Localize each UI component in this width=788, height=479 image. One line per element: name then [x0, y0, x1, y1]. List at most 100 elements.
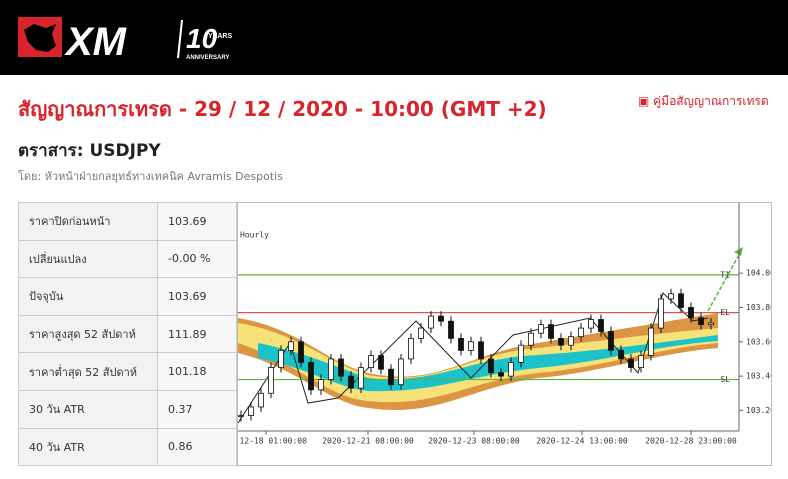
candle-body	[628, 358, 634, 368]
candle-body	[468, 341, 474, 351]
x-tick-label: 2020-12-21 08:00:00	[322, 437, 414, 446]
table-row: ราคาต่ำสุด 52 สัปดาห์ 101.18	[18, 352, 237, 391]
table-row: ราคาปิดก่อนหน้า 103.69	[18, 202, 237, 241]
guide-link-text[interactable]: คู่มือสัญญาณการเทรด	[653, 94, 769, 108]
candle-body	[368, 355, 374, 368]
y-tick-label: 104.00	[746, 269, 772, 278]
stats-table: ราคาปิดก่อนหน้า 103.69 เปลี่ยนแปลง -0.00 % ป…	[18, 202, 237, 467]
candle-body	[568, 336, 574, 346]
candle-body	[378, 355, 384, 370]
y-tick-label: 103.40	[746, 372, 772, 381]
candle-body	[338, 358, 344, 377]
target-arrow	[707, 252, 741, 312]
candle-body	[458, 337, 464, 351]
candle-body	[388, 368, 394, 386]
page-title: สัญญาณการเทรด - 29 / 12 / 2020 - 10:00 (…	[18, 97, 547, 121]
table-row: 30 วัน ATR 0.37	[18, 389, 237, 429]
candle-body	[478, 341, 484, 360]
candle-body	[318, 379, 324, 391]
band-inner	[258, 335, 718, 392]
candle-body	[648, 327, 654, 356]
stat-label: ปัจจุบัน	[18, 277, 158, 316]
logo-icon	[24, 24, 56, 52]
candle-body	[408, 337, 414, 360]
candle-body	[558, 337, 564, 346]
logo: XM 10 YEARS ANNIVERSARY	[18, 17, 232, 64]
stat-value: 0.86	[157, 427, 237, 467]
candle-body	[248, 406, 254, 416]
candle-body	[268, 367, 274, 394]
candle-body	[328, 358, 334, 380]
y-tick-label: 103.60	[746, 337, 772, 346]
candle-body	[538, 324, 544, 334]
candle-body	[518, 344, 524, 363]
candle-body	[658, 298, 664, 329]
price-chart: Hourly T1 EL SL 104.00 103.80 103.60 103.40 103…	[237, 202, 772, 466]
candle-body	[688, 307, 694, 319]
candle-body	[708, 322, 714, 326]
candle-body	[278, 349, 284, 368]
candle-body	[668, 293, 674, 300]
candle-body	[258, 392, 264, 408]
anniversary-years: YEARS	[208, 33, 232, 40]
candle-body	[528, 332, 534, 346]
level-label: T1	[720, 270, 730, 279]
y-tick-label: 103.20	[746, 406, 772, 415]
stat-value: 101.18	[157, 352, 237, 391]
candle-body	[588, 319, 594, 329]
stat-value: 111.89	[157, 314, 237, 354]
candle-body	[448, 320, 454, 339]
candle-body	[508, 361, 514, 377]
instrument: ตราสาร: USDJPY	[18, 141, 161, 161]
candle-body	[618, 349, 624, 360]
x-tick-label: 2020-12-24 13:00:00	[536, 437, 628, 446]
candle-body	[348, 375, 354, 389]
stat-value: 103.69	[157, 202, 237, 241]
stat-value: 0.37	[157, 389, 237, 429]
anniversary-number: 10	[186, 23, 218, 54]
stat-value: -0.00 %	[157, 239, 237, 279]
level-label: SL	[720, 375, 730, 384]
candle-body	[358, 367, 364, 389]
candle-body	[678, 293, 684, 308]
candle-body	[548, 324, 554, 339]
logo-text: XM	[64, 20, 128, 64]
guide-link[interactable]: ▣ คู่มือสัญญาณการเทรด	[638, 94, 769, 108]
anniversary-label: ANNIVERSARY	[186, 55, 229, 61]
author: โดย: หัวหน้าฝ่ายกลยุทธ์ทางเทคนิค Avramis…	[18, 170, 283, 183]
stat-label: ราคาต่ำสุด 52 สัปดาห์	[18, 352, 158, 391]
candle-body	[578, 327, 584, 338]
y-tick-label: 103.80	[746, 303, 772, 312]
header: XM 10 YEARS ANNIVERSARY	[0, 0, 788, 75]
candle-body	[608, 331, 614, 351]
stat-value: 103.69	[157, 277, 237, 316]
candle-body	[598, 319, 604, 332]
candle-body	[488, 358, 494, 374]
candle-body	[238, 415, 244, 417]
candle-body	[288, 341, 294, 351]
candle-body	[418, 327, 424, 339]
candle-body	[398, 358, 404, 386]
candle-body	[438, 315, 444, 322]
candle-body	[308, 361, 314, 391]
zigzag	[238, 292, 709, 424]
table-row: เปลี่ยนแปลง -0.00 %	[18, 239, 237, 279]
timeframe-label: Hourly	[240, 231, 269, 240]
candle-body	[298, 341, 304, 363]
x-tick-label: 2020-12-28 23:00:00	[645, 437, 737, 446]
table-row: ราคาสูงสุด 52 สัปดาห์ 111.89	[18, 314, 237, 354]
stat-label: 40 วัน ATR	[18, 427, 158, 467]
stat-label: ราคาปิดก่อนหน้า	[18, 202, 158, 241]
level-label: EL	[720, 308, 730, 317]
logo-divider	[177, 19, 183, 59]
x-tick-label: 2020-12-23 08:00:00	[428, 437, 520, 446]
x-tick-label: 20-12-18 01:00:00	[237, 437, 307, 446]
stat-label: ราคาสูงสุด 52 สัปดาห์	[18, 314, 158, 354]
stat-label: 30 วัน ATR	[18, 389, 158, 429]
table-row: ปัจจุบัน 103.69	[18, 277, 237, 316]
table-row: 40 วัน ATR 0.86	[18, 427, 237, 467]
candle-body	[698, 317, 704, 326]
candle-body	[638, 355, 644, 368]
candle-body	[498, 372, 504, 377]
